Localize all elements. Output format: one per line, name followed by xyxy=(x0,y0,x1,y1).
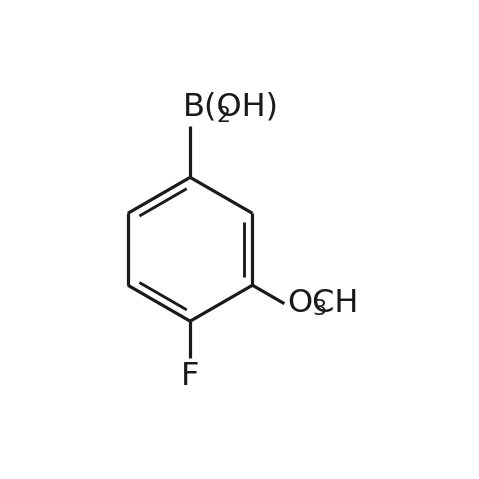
Text: 3: 3 xyxy=(312,299,327,319)
Text: B(OH): B(OH) xyxy=(183,92,279,123)
Text: F: F xyxy=(181,361,199,392)
Text: 2: 2 xyxy=(217,106,231,125)
Text: OCH: OCH xyxy=(287,288,359,319)
